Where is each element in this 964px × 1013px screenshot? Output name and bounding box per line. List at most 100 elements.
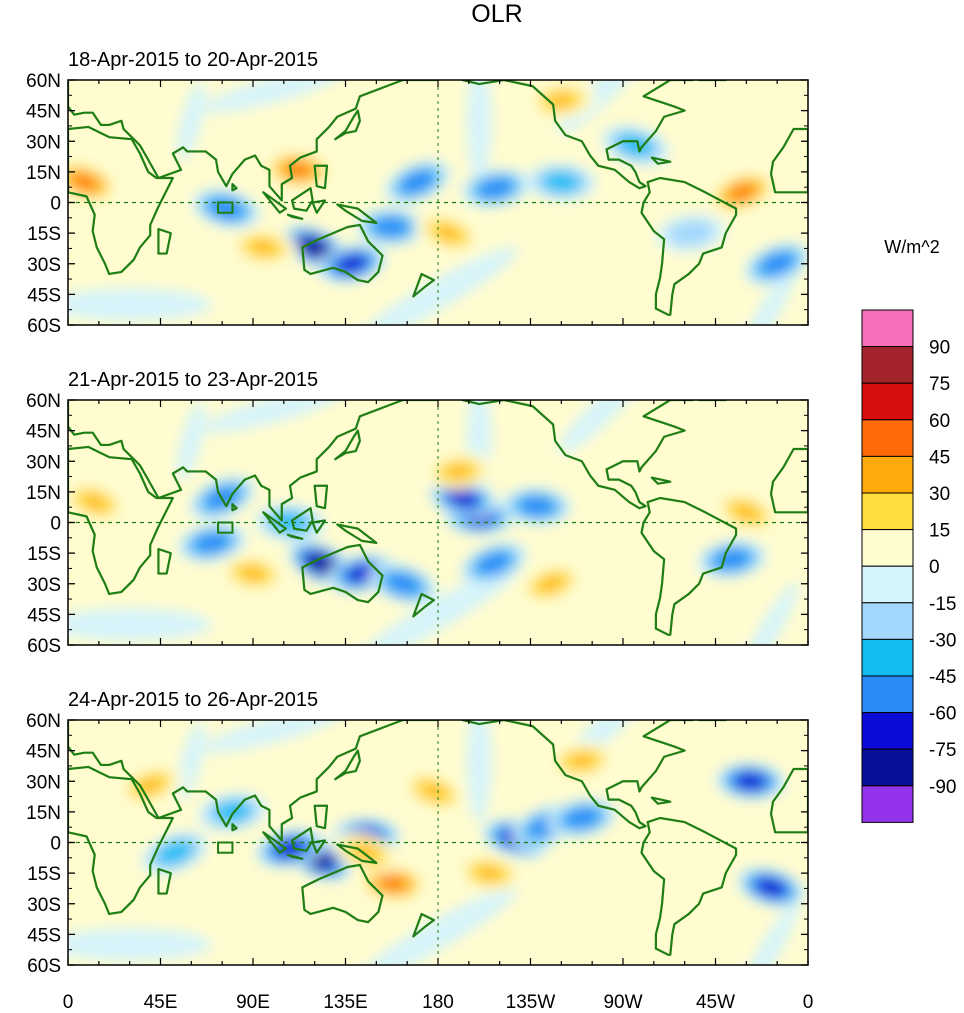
longitude-tick-label: 135E bbox=[323, 992, 367, 1013]
coastline bbox=[652, 478, 671, 484]
colorbar-level-label: 75 bbox=[929, 374, 950, 395]
olr-anomaly-blob bbox=[736, 506, 757, 519]
colorbar-level-label: -45 bbox=[929, 667, 956, 688]
coastline bbox=[158, 549, 170, 574]
olr-anomaly-blob bbox=[551, 95, 572, 106]
latitude-tick-label: 15S bbox=[27, 224, 61, 245]
latitude-tick-label: 0 bbox=[50, 834, 61, 855]
longitude-tick-label: 180 bbox=[422, 992, 454, 1013]
coastline bbox=[335, 431, 360, 460]
latitude-tick-label: 15S bbox=[27, 544, 61, 565]
colorbar-swatch bbox=[861, 712, 914, 750]
colorbar-level-label: -15 bbox=[929, 594, 956, 615]
colorbar-swatch bbox=[861, 309, 914, 348]
coastline bbox=[315, 166, 327, 188]
panel-date-range-label: 24-Apr-2015 to 26-Apr-2015 bbox=[68, 689, 318, 711]
olr-anomaly-blob bbox=[452, 492, 473, 504]
figure-title: OLR bbox=[471, 0, 522, 28]
latitude-tick-label: 45S bbox=[27, 925, 61, 946]
olr-anomaly-blob bbox=[438, 227, 459, 240]
colorbar-swatch bbox=[861, 638, 914, 677]
colorbar-swatch bbox=[861, 675, 914, 714]
olr-anomaly-blob bbox=[279, 843, 301, 855]
coastline bbox=[771, 769, 808, 832]
longitude-axis: 0 45E 90E 135E 180 135W 90W 45W 0 bbox=[63, 992, 814, 1013]
reference-box bbox=[217, 841, 234, 854]
coastline bbox=[335, 111, 360, 140]
panels-group: 18-Apr-2015 to 20-Apr-2015 60N 45N 30N 15N 0 1… bbox=[26, 49, 809, 977]
coastline bbox=[642, 178, 737, 315]
olr-anomaly-blob bbox=[557, 400, 647, 455]
olr-anomaly-blob bbox=[74, 176, 95, 188]
coastline bbox=[232, 824, 236, 830]
olr-anomaly-blob bbox=[84, 496, 105, 508]
longitude-tick-label: 0 bbox=[803, 992, 814, 1013]
map-panel-1: 18-Apr-2015 to 20-Apr-2015 60N 45N 30N 15N 0 1… bbox=[26, 49, 809, 337]
latitude-tick-label: 45S bbox=[27, 605, 61, 626]
olr-anomaly-blob bbox=[357, 246, 519, 325]
coastline bbox=[302, 545, 382, 602]
coastline bbox=[232, 504, 236, 510]
coastline bbox=[337, 845, 376, 863]
latitude-tick-label: 30N bbox=[26, 452, 61, 473]
coastline bbox=[302, 865, 382, 922]
coastline bbox=[315, 806, 327, 828]
coastline bbox=[232, 184, 236, 190]
olr-anomaly-blob bbox=[767, 257, 787, 270]
coastline bbox=[68, 127, 173, 274]
olr-anomaly-blob bbox=[357, 566, 519, 645]
coastline bbox=[463, 700, 693, 829]
longitude-tick-label: 45W bbox=[696, 992, 735, 1013]
coastline bbox=[463, 380, 693, 509]
reference-box bbox=[217, 521, 234, 534]
latitude-tick-label: 15N bbox=[26, 483, 61, 504]
coastline bbox=[288, 215, 302, 219]
coastline bbox=[413, 274, 434, 296]
coastline bbox=[313, 840, 325, 852]
colorbar-swatch bbox=[861, 785, 914, 823]
coastline bbox=[335, 751, 360, 780]
olr-anomaly-blob bbox=[740, 776, 761, 787]
coastline bbox=[292, 508, 313, 530]
olr-anomaly-blob bbox=[680, 227, 702, 239]
coastline bbox=[771, 449, 808, 512]
longitude-tick-label: 45E bbox=[144, 992, 178, 1013]
olr-anomaly-blob bbox=[176, 401, 206, 481]
latitude-tick-label: 60S bbox=[27, 636, 61, 657]
coastline bbox=[302, 225, 382, 282]
colorbar-swatch bbox=[861, 455, 914, 494]
olr-anomaly-blob bbox=[393, 578, 414, 590]
colorbar-swatch bbox=[861, 529, 914, 567]
latitude-tick-label: 30S bbox=[27, 575, 61, 596]
olr-anomaly-blob bbox=[68, 288, 212, 321]
olr-anomaly-blob bbox=[479, 867, 500, 879]
colorbar-units-label: W/m^2 bbox=[884, 237, 939, 257]
colorbar-swatch bbox=[861, 748, 914, 787]
latitude-tick-label: 30S bbox=[27, 255, 61, 276]
coastline bbox=[315, 486, 327, 508]
latitude-tick-label: 45N bbox=[26, 422, 61, 443]
latitude-tick-label: 60S bbox=[27, 956, 61, 977]
coastline bbox=[288, 535, 302, 539]
olr-anomaly-blob bbox=[466, 80, 492, 183]
coastline bbox=[652, 798, 671, 804]
colorbar-level-label: -30 bbox=[929, 630, 956, 651]
olr-anomaly-blob bbox=[287, 164, 309, 175]
colorbar-level-label: -75 bbox=[929, 740, 956, 761]
olr-anomaly-blob bbox=[466, 720, 492, 823]
latitude-tick-label: 45S bbox=[27, 285, 61, 306]
olr-anomaly-blob bbox=[551, 176, 572, 188]
map-panel-3: 24-Apr-2015 to 26-Apr-2015 60N 45N 30N 15N 0 1… bbox=[26, 679, 809, 977]
olr-anomaly-blob bbox=[721, 553, 743, 565]
olr-anomaly-blob bbox=[203, 720, 344, 753]
coastline bbox=[413, 594, 434, 616]
olr-anomaly-blob bbox=[483, 557, 504, 570]
coastline bbox=[68, 767, 173, 914]
longitude-tick-label: 0 bbox=[63, 992, 74, 1013]
continent-outlines bbox=[68, 679, 808, 955]
olr-anomaly-blob bbox=[485, 182, 506, 194]
latitude-tick-label: 60N bbox=[26, 71, 61, 92]
colorbar-level-label: 0 bbox=[929, 557, 940, 578]
olr-anomaly-blob bbox=[242, 568, 264, 579]
